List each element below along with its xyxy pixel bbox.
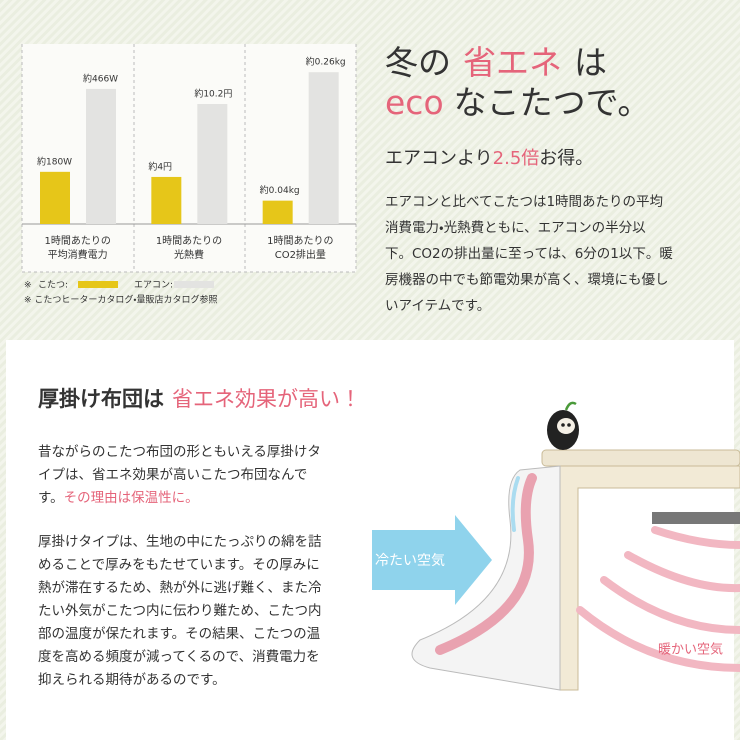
- para-text: す。: [38, 490, 64, 506]
- subhead-text: お得。: [539, 148, 593, 169]
- section2-title: 厚掛け布団は 省エネ効果が高い！: [38, 387, 361, 411]
- legend-label: こたつ:: [38, 280, 68, 291]
- bar: [197, 104, 228, 224]
- bar: [40, 171, 70, 224]
- bar: [262, 200, 293, 224]
- text-line: エアコンと比べてこたつは1時間あたりの平均: [385, 194, 663, 210]
- para-accent: その理由は保温性に。: [64, 490, 199, 506]
- subhead-text: エアコンより: [385, 148, 493, 169]
- legend-label: エアコン:: [134, 281, 173, 291]
- text-line: 消費電力・光熱費ともに、エアコンの半分以: [385, 220, 646, 236]
- para2: 厚掛けタイプは、生地の中にたっぷりの綿を詰めることで厚みをもたせています。その厚…: [38, 534, 322, 688]
- chart: 約180W約466W1時間あたりの平均消費電力約4円約10.2円1時間あたりの光…: [24, 56, 346, 306]
- headline-text: 冬の: [385, 43, 451, 82]
- kotatsu-diagram: 冷たい空気 暖かい空気: [372, 401, 740, 691]
- text-line: 部の温度が保たれます。その結果、こたつの温: [38, 626, 320, 642]
- headline-2: eco なこたつで。: [385, 83, 650, 122]
- text-line: 熱が滞在するため、熱が外に逃げ難く、また冷: [38, 580, 322, 596]
- section2-panel: [6, 340, 734, 740]
- value-label: 約0.04kg: [260, 184, 300, 196]
- text-line: たい外気がこたつ内に伝わり難ため、こたつ内: [38, 603, 322, 619]
- legend-mark: ※: [24, 281, 32, 291]
- value-label: 約0.26kg: [306, 56, 346, 68]
- headline-accent: 省エネ: [463, 43, 562, 82]
- cold-air-label: 冷たい空気: [375, 553, 445, 569]
- text-line: 抑えられる期待があるのです。: [38, 672, 226, 688]
- headline-accent: eco: [385, 83, 444, 122]
- category-label: 光熱費: [174, 248, 204, 261]
- para1-last: す。その理由は保温性に。: [38, 490, 199, 506]
- text-line: 度を高める頻度が減ってくるので、消費電力を: [38, 648, 320, 665]
- headline-text: なこたつで。: [454, 83, 651, 122]
- text-line: 昔ながらのこたつ布団の形ともいえる厚掛けタ: [38, 444, 321, 460]
- title-accent: 省エネ効果が高い！: [172, 387, 361, 411]
- bar: [308, 72, 339, 224]
- category-label: 1時間あたりの: [44, 235, 110, 247]
- text-line: 房機器の中でも節電効果が高く、環境にも優し: [385, 271, 669, 288]
- text-line: めることで厚みをもたせています。その厚みに: [38, 557, 320, 573]
- text-line: 下。CO2の排出量に至っては、6分の1以下。暖: [385, 246, 673, 262]
- category-label: CO2排出量: [275, 248, 326, 261]
- chart-frame: [21, 44, 357, 273]
- value-label: 約4円: [148, 160, 172, 172]
- chart-panel: [22, 44, 356, 272]
- category-label: 1時間あたりの: [156, 235, 222, 247]
- subhead-accent: 2.5倍: [493, 148, 540, 169]
- legend-swatch: [174, 281, 214, 288]
- legend-swatch: [78, 281, 118, 288]
- text-line: イプは、省エネ効果が高いこたつ布団なんで: [38, 466, 307, 483]
- subhead: エアコンより2.5倍お得。: [385, 148, 593, 169]
- text-line: いアイテムです。: [385, 298, 490, 314]
- headline-1: 冬の 省エネは: [385, 43, 607, 82]
- category-label: 平均消費電力: [48, 248, 108, 261]
- category-label: 1時間あたりの: [267, 235, 333, 247]
- value-label: 約466W: [83, 72, 118, 84]
- value-label: 約10.2円: [194, 88, 232, 100]
- text-line: 厚掛けタイプは、生地の中にたっぷりの綿を詰: [38, 534, 322, 550]
- para1: 昔ながらのこたつ布団の形ともいえる厚掛けタイプは、省エネ効果が高いこたつ布団なん…: [38, 444, 321, 483]
- title-text: 厚掛け布団は: [38, 387, 164, 411]
- headline-text: は: [574, 43, 607, 82]
- body: エアコンと比べてこたつは1時間あたりの平均消費電力・光熱費ともに、エアコンの半分…: [385, 194, 673, 314]
- bar: [86, 88, 116, 224]
- bar: [151, 176, 182, 224]
- note: ※ こたつヒーターカタログ・量販店カタログ参照: [24, 294, 217, 306]
- warm-air-label: 暖かい空気: [658, 642, 723, 658]
- value-label: 約180W: [37, 155, 72, 167]
